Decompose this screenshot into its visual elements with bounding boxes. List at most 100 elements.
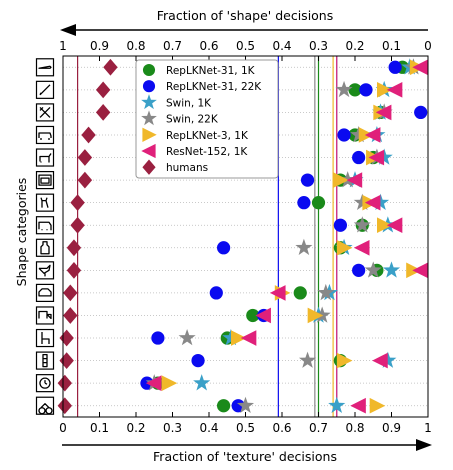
legend-label-4: RepLKNet-3, 1K (166, 130, 249, 142)
point-series-3-car (317, 283, 335, 301)
point-series-2-bicycle (328, 396, 346, 413)
icon-frame-bicycle (35, 396, 55, 415)
point-series-3-pen (335, 80, 353, 98)
legend-marker-0 (142, 63, 156, 77)
series-5 (145, 59, 428, 414)
top-tick-label-1: 0.9 (90, 39, 109, 53)
point-series-1-bear (337, 128, 351, 142)
point-series-6-chair (59, 329, 74, 347)
point-series-2-keyboard (379, 351, 397, 368)
point-series-3-chair (178, 329, 196, 346)
bottom-tick-label-2: 0.2 (126, 421, 145, 435)
icon-frame-keyboard (35, 351, 55, 370)
clock-icon (35, 374, 55, 393)
bottom-arrow-head (416, 439, 432, 451)
point-series-6-knife (103, 58, 118, 76)
point-series-5-bird (412, 262, 428, 279)
icon-glyph-truck (38, 310, 52, 320)
point-series-6-bicycle (57, 397, 73, 415)
bear-icon (35, 125, 55, 145)
point-series-5-knife (412, 59, 428, 76)
bottom-tick-label-9: 0.9 (382, 421, 401, 435)
point-series-3-elephant (353, 216, 371, 233)
point-series-6-truck (63, 307, 78, 324)
point-series-4-bottle (336, 239, 353, 256)
icon-glyph-keyboard (42, 353, 48, 368)
icon-glyph-oven (38, 174, 52, 186)
icon-glyph-airplane (39, 106, 51, 118)
point-series-1-airplane (414, 105, 428, 120)
point-series-5-cat (364, 194, 381, 211)
bottom-axis-title: Fraction of 'texture' decisions (153, 449, 337, 464)
point-series-6-bottle (66, 239, 82, 257)
legend-box (135, 59, 279, 179)
icon-glyph-car (38, 288, 52, 297)
legend-label-0: RepLKNet-31, 1K (166, 65, 256, 77)
point-series-2-clock (193, 374, 211, 391)
point-series-6-oven (77, 171, 93, 189)
point-series-0-pen (348, 83, 362, 97)
icon-glyph-bear (38, 132, 52, 140)
top-tick-label-0: 1 (59, 39, 67, 53)
point-series-2-chair (222, 329, 240, 346)
point-series-5-airplane (375, 104, 392, 121)
point-series-1-car (209, 286, 223, 300)
point-series-5-clock (145, 375, 162, 391)
top-tick-label-7: 0.3 (309, 39, 328, 53)
grid (63, 66, 428, 407)
top-tick-label-9: 0.1 (382, 39, 401, 53)
point-series-0-bicycle (217, 399, 231, 413)
icon-frame-chair (35, 328, 55, 348)
top-tick-label-4: 0.6 (199, 39, 218, 53)
point-series-1-chair (151, 331, 165, 345)
pen-icon (35, 80, 55, 99)
axis-ticks: 0 0.1 0.2 0.3 0.4 0.5 0.6 0.7 0.8 0.9 1 1 0.9 0.8 0.7 0… (59, 39, 432, 435)
point-series-5-car (269, 285, 286, 301)
point-series-5-oven (346, 172, 363, 188)
bottom-tick-label-0: 0 (59, 421, 67, 435)
icon-frame-dog (35, 148, 55, 167)
point-series-1-knife (388, 60, 402, 74)
elephant-icon (35, 216, 55, 235)
legend: RepLKNet-31, 1K RepLKNet-31, 22K Swin, 1K S… (135, 59, 279, 179)
point-series-5-pen (386, 82, 403, 98)
knife-icon (35, 58, 55, 77)
bicycle-icon (35, 396, 55, 415)
point-series-6-pen (95, 81, 111, 99)
bottom-tick-label-1: 0.1 (90, 421, 109, 435)
airplane-icon (35, 103, 55, 122)
category-icons (35, 58, 55, 415)
point-series-3-oven (339, 171, 357, 188)
point-series-1-cat (297, 196, 311, 210)
keyboard-icon (35, 351, 55, 370)
icon-glyph-elephant (38, 221, 52, 231)
top-tick-label-10: 0 (424, 39, 432, 53)
point-series-6-bird (66, 261, 82, 279)
point-series-1-bird (352, 263, 366, 277)
legend-marker-5 (141, 143, 156, 159)
point-series-6-elephant (70, 216, 85, 234)
point-series-2-dog (375, 148, 393, 165)
point-series-0-truck (246, 308, 260, 323)
point-series-6-airplane (95, 104, 111, 121)
point-series-5-chair (240, 330, 257, 346)
point-series-4-keyboard (336, 352, 353, 369)
bottom-tick-label-8: 0.8 (345, 421, 364, 435)
legend-label-3: Swin, 22K (166, 114, 219, 126)
top-tick-label-3: 0.7 (163, 39, 182, 53)
point-series-4-elephant (377, 217, 393, 234)
bottle-icon (35, 238, 55, 257)
point-series-6-cat (70, 194, 85, 212)
car-icon (35, 283, 55, 303)
point-series-6-dog (77, 149, 93, 166)
icon-glyph-bird (38, 264, 51, 277)
point-series-4-pen (377, 82, 393, 98)
point-series-3-bottle (295, 238, 313, 256)
point-series-6-keyboard (59, 352, 74, 369)
bottom-tick-label-10: 1 (424, 421, 432, 435)
bottom-tick-label-3: 0.3 (163, 421, 182, 435)
icon-glyph-cat (40, 197, 49, 208)
point-series-0-cat (311, 196, 326, 210)
icon-glyph-dog (39, 153, 52, 163)
legend-marker-2 (141, 94, 157, 110)
